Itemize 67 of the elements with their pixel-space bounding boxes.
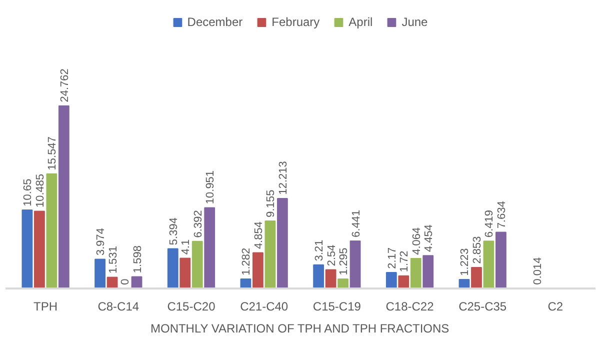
data-label: 1.282: [240, 248, 253, 276]
bar: [398, 275, 410, 288]
bar: [483, 240, 494, 288]
data-label: 3.21: [314, 240, 326, 262]
bar: [276, 198, 288, 288]
data-label: 10.65: [22, 178, 34, 206]
x-tick-label: C21-C40: [240, 300, 288, 314]
bar: [313, 264, 324, 288]
data-label: 10.951: [204, 170, 217, 204]
data-label: 4.064: [410, 227, 423, 255]
data-label: 6.392: [192, 210, 204, 238]
legend-label: December: [187, 15, 243, 29]
data-label: 12.213: [277, 161, 290, 195]
bar: [325, 269, 336, 288]
legend-label: April: [348, 15, 373, 29]
data-label: 10.485: [34, 174, 46, 208]
bar: [180, 258, 191, 288]
data-label: 1.72: [398, 250, 411, 272]
x-tick-label: C15-C19: [312, 300, 362, 314]
data-label: 4.454: [423, 224, 436, 252]
bar: [350, 240, 361, 288]
data-label: 5.394: [168, 218, 180, 246]
legend-label: June: [402, 15, 428, 29]
data-label: 2.54: [326, 244, 338, 266]
bar: [94, 258, 106, 288]
x-tick-label: TPH: [34, 300, 58, 314]
bar: [410, 258, 422, 288]
data-label: 4.854: [252, 222, 265, 250]
bar: [58, 105, 70, 288]
legend-label: February: [272, 15, 320, 29]
bar: [46, 173, 58, 288]
bar: [131, 276, 142, 288]
data-label: 7.634: [496, 201, 508, 229]
bar: [204, 207, 216, 288]
bar: [106, 276, 118, 288]
data-label: 1.598: [132, 246, 144, 274]
x-tick-label: C15-C20: [167, 300, 216, 314]
bar: [496, 232, 506, 288]
bar: [471, 266, 482, 288]
bar: [264, 220, 276, 288]
bar: [192, 240, 203, 288]
data-label: 1.295: [338, 248, 350, 276]
x-tick-label: C18-C22: [386, 300, 434, 314]
data-label: 0: [120, 278, 132, 285]
data-label: 4.1: [180, 239, 192, 255]
x-axis-title: MONTHLY VARIATION OF TPH AND TPH FRACTIONS: [150, 322, 450, 336]
data-label: 6.419: [484, 210, 496, 238]
data-label: 6.441: [350, 210, 362, 238]
x-tick-label: C25-C35: [458, 300, 507, 314]
x-tick-label: C2: [548, 300, 564, 314]
bar: [22, 209, 33, 288]
bar: [422, 255, 434, 288]
data-label: 9.155: [265, 190, 278, 218]
bar: [386, 272, 397, 288]
x-tick-label: C8-C14: [98, 300, 140, 314]
bar: [338, 278, 348, 288]
bar: [167, 248, 178, 288]
data-label: 0.014: [532, 257, 544, 285]
data-label: 24.762: [58, 68, 71, 102]
data-label: 1.531: [107, 246, 120, 274]
bar: [252, 252, 264, 288]
data-label: 2.853: [471, 236, 484, 264]
data-label: 3.974: [95, 228, 108, 256]
data-label: 1.223: [459, 248, 472, 276]
data-label: 2.17: [386, 247, 398, 269]
bar: [34, 210, 45, 288]
data-label: 15.547: [46, 136, 59, 170]
